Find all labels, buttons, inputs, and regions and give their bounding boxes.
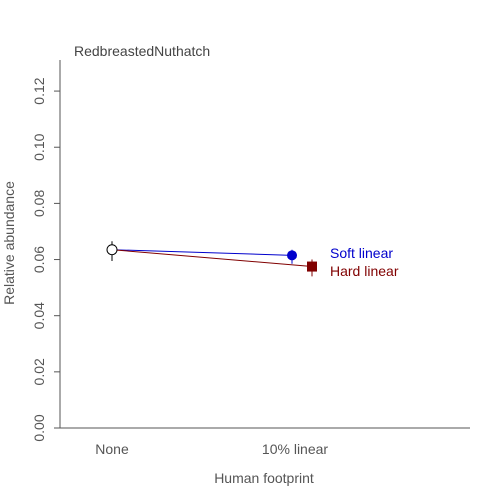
- x-axis-title: Human footprint: [214, 470, 314, 486]
- y-tick-label-4: 0.08: [31, 190, 47, 217]
- y-axis-title: Relative abundance: [1, 181, 17, 305]
- y-tick-label-5: 0.10: [31, 133, 47, 160]
- connector-line-0: [111, 249, 293, 256]
- chart-marks: [106, 241, 317, 277]
- y-tick-label-1: 0.02: [31, 358, 47, 385]
- x-tick-label-none: None: [95, 441, 129, 457]
- x-tick-label-10pct-linear: 10% linear: [262, 441, 328, 457]
- series-label-hard-linear: Hard linear: [330, 263, 399, 279]
- plot-title: RedbreastedNuthatch: [74, 43, 210, 59]
- y-axis-ticks: 0.00 0.02 0.04 0.06 0.08 0.10 0.12: [31, 77, 60, 442]
- connector-line-1: [111, 249, 313, 268]
- y-tick-label-3: 0.06: [31, 246, 47, 273]
- y-tick-label-6: 0.12: [31, 77, 47, 104]
- series-label-soft-linear: Soft linear: [330, 245, 393, 261]
- point-0: [287, 250, 297, 261]
- point-reference: [106, 244, 118, 256]
- point-1: [307, 261, 317, 272]
- y-tick-label-0: 0.00: [31, 414, 47, 441]
- y-tick-label-2: 0.04: [31, 302, 47, 329]
